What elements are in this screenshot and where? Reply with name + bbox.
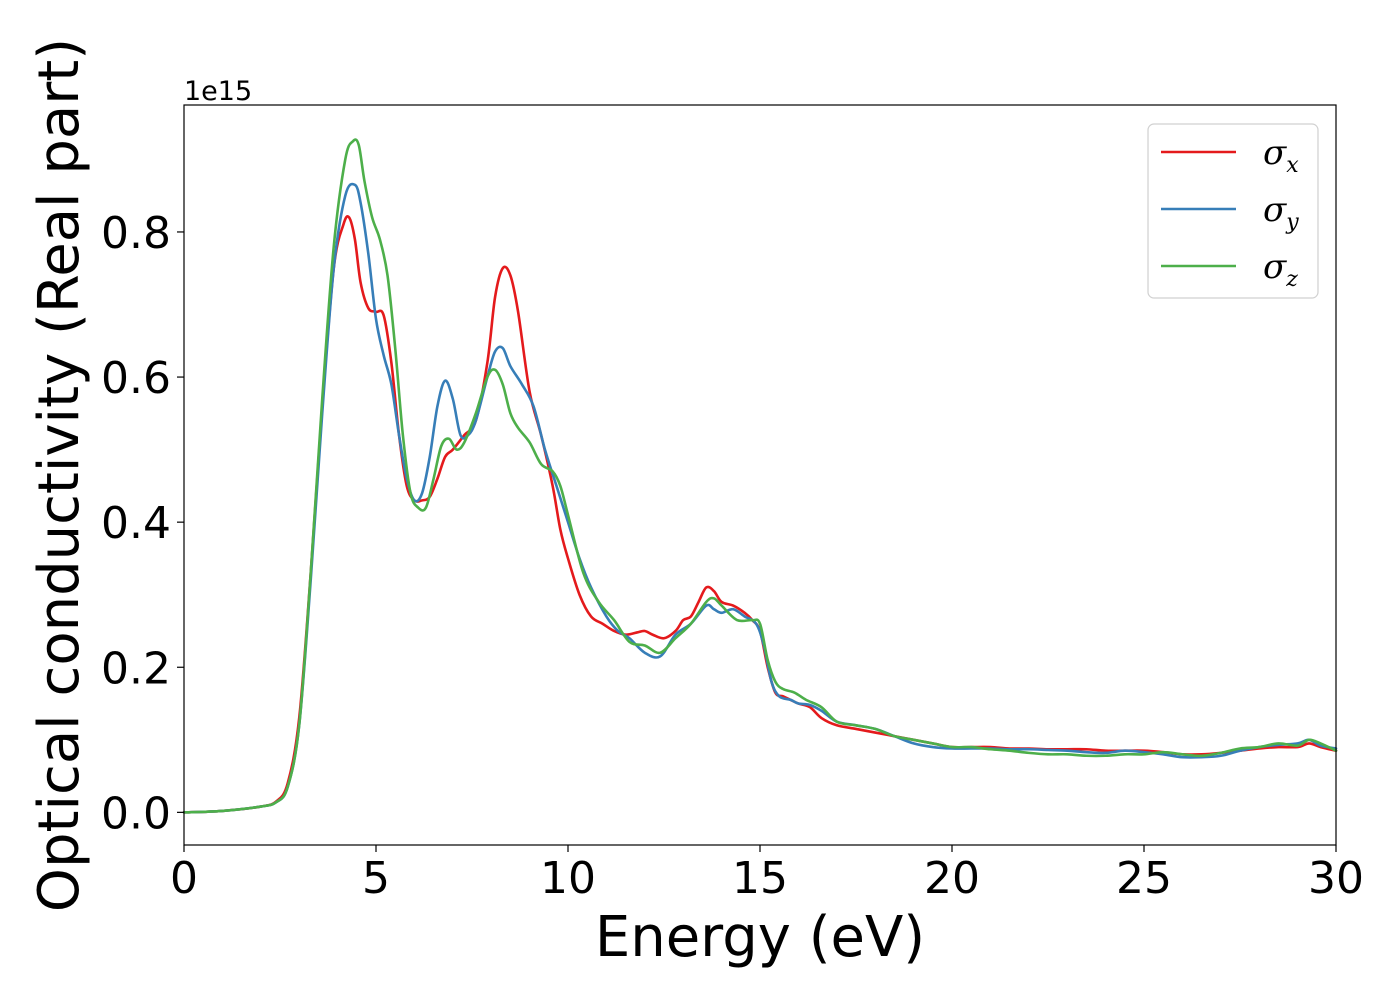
series-line-z bbox=[182, 138, 1338, 814]
y-axis-ticks: 0.0 0.2 0.4 0.6 0.8 bbox=[101, 208, 184, 839]
x-tick-label: 10 bbox=[540, 853, 596, 904]
x-tick-label: 5 bbox=[362, 853, 390, 904]
x-tick-label: 30 bbox=[1308, 853, 1364, 904]
y-axis-offset-label: 1e15 bbox=[184, 76, 252, 107]
y-axis-label: Optical conductivity (Real part) bbox=[27, 38, 92, 912]
x-tick-label: 20 bbox=[924, 853, 980, 904]
legend-subscript: x bbox=[1286, 153, 1299, 178]
x-tick-label: 15 bbox=[732, 853, 788, 904]
y-tick-label: 0.4 bbox=[101, 498, 171, 549]
x-tick-label: 25 bbox=[1116, 853, 1172, 904]
series-layer bbox=[182, 138, 1338, 814]
legend-subscript: y bbox=[1285, 210, 1299, 235]
x-axis-ticks: 0 5 10 15 20 25 30 bbox=[170, 845, 1364, 904]
x-tick-label: 0 bbox=[170, 853, 198, 904]
series-line-y bbox=[182, 182, 1338, 814]
plot-frame bbox=[183, 104, 1337, 846]
y-tick-label: 0.6 bbox=[101, 353, 171, 404]
legend-frame bbox=[1147, 123, 1319, 299]
legend-subscript: z bbox=[1285, 267, 1298, 292]
y-tick-label: 0.8 bbox=[101, 208, 171, 259]
x-axis-label: Energy (eV) bbox=[595, 905, 925, 970]
y-tick-label: 0.2 bbox=[101, 643, 171, 694]
y-tick-label: 0.0 bbox=[101, 788, 171, 839]
